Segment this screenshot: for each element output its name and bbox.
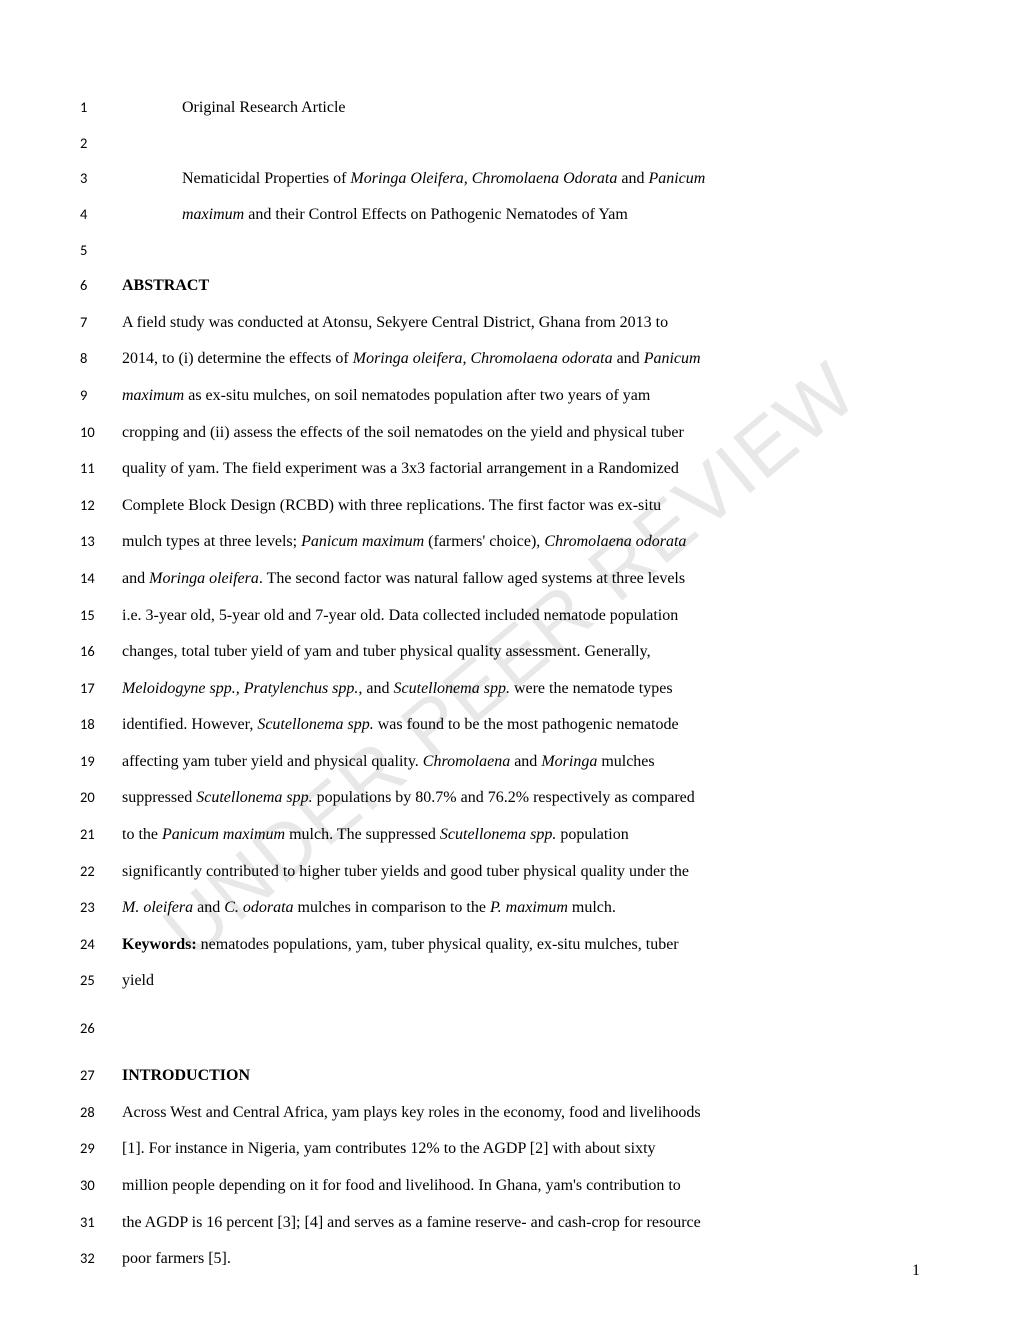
line-number: 10 (80, 421, 122, 444)
line-text: mulch types at three levels; Panicum max… (122, 529, 920, 555)
line-text: and Moringa oleifera. The second factor … (122, 566, 920, 592)
line-text: [1]. For instance in Nigeria, yam contri… (122, 1136, 920, 1162)
text-line: 28Across West and Central Africa, yam pl… (80, 1100, 920, 1126)
text-line: 14and Moringa oleifera. The second facto… (80, 566, 920, 592)
line-text: Meloidogyne spp., Pratylenchus spp., and… (122, 676, 920, 702)
line-number: 29 (80, 1137, 122, 1160)
text-line: 20suppressed Scutellonema spp. populatio… (80, 785, 920, 811)
line-number: 24 (80, 933, 122, 956)
line-text: affecting yam tuber yield and physical q… (122, 749, 920, 775)
line-number: 7 (80, 311, 122, 334)
line-text: maximum and their Control Effects on Pat… (122, 202, 920, 228)
line-text: Complete Block Design (RCBD) with three … (122, 493, 920, 519)
text-line: 5 (80, 239, 920, 262)
text-line: 10cropping and (ii) assess the effects o… (80, 420, 920, 446)
line-number: 30 (80, 1174, 122, 1197)
line-text: 2014, to (i) determine the effects of Mo… (122, 346, 920, 372)
text-line: 3Nematicidal Properties of Moringa Oleif… (80, 166, 920, 192)
text-line: 31the AGDP is 16 percent [3]; [4] and se… (80, 1210, 920, 1236)
line-number: 32 (80, 1247, 122, 1270)
text-line: 29[1]. For instance in Nigeria, yam cont… (80, 1136, 920, 1162)
line-text: yield (122, 968, 920, 994)
text-line: 7A field study was conducted at Atonsu, … (80, 310, 920, 336)
line-number: 5 (80, 239, 122, 262)
line-number: 16 (80, 640, 122, 663)
text-line: 2 (80, 132, 920, 155)
line-number: 25 (80, 969, 122, 992)
line-number: 18 (80, 713, 122, 736)
text-line: 25yield (80, 968, 920, 994)
line-number: 21 (80, 823, 122, 846)
text-line: 16changes, total tuber yield of yam and … (80, 639, 920, 665)
line-text: M. oleifera and C. odorata mulches in co… (122, 895, 920, 921)
text-line: 6ABSTRACT (80, 273, 920, 299)
text-line: 26 (80, 1017, 920, 1040)
text-line: 23M. oleifera and C. odorata mulches in … (80, 895, 920, 921)
line-text: identified. However, Scutellonema spp. w… (122, 712, 920, 738)
line-number: 8 (80, 347, 122, 370)
line-text: suppressed Scutellonema spp. populations… (122, 785, 920, 811)
line-number: 15 (80, 604, 122, 627)
line-number: 9 (80, 384, 122, 407)
text-line: 1Original Research Article (80, 95, 920, 121)
text-line: 82014, to (i) determine the effects of M… (80, 346, 920, 372)
line-number: 11 (80, 457, 122, 480)
line-text: Nematicidal Properties of Moringa Oleife… (122, 166, 920, 192)
line-number: 13 (80, 530, 122, 553)
text-line: 19affecting yam tuber yield and physical… (80, 749, 920, 775)
line-number: 6 (80, 274, 122, 297)
text-line: 32poor farmers [5]. (80, 1246, 920, 1272)
line-text: i.e. 3-year old, 5-year old and 7-year o… (122, 603, 920, 629)
text-line: 27INTRODUCTION (80, 1063, 920, 1089)
line-text: Across West and Central Africa, yam play… (122, 1100, 920, 1126)
line-text: the AGDP is 16 percent [3]; [4] and serv… (122, 1210, 920, 1236)
line-text: Original Research Article (122, 95, 920, 121)
line-text: quality of yam. The field experiment was… (122, 456, 920, 482)
line-number: 23 (80, 896, 122, 919)
line-number: 27 (80, 1064, 122, 1087)
line-number: 3 (80, 167, 122, 190)
line-number: 12 (80, 494, 122, 517)
text-line: 9maximum as ex-situ mulches, on soil nem… (80, 383, 920, 409)
text-line: 15i.e. 3-year old, 5-year old and 7-year… (80, 603, 920, 629)
text-line: 17Meloidogyne spp., Pratylenchus spp., a… (80, 676, 920, 702)
line-text: ABSTRACT (122, 273, 920, 299)
text-line: 30million people depending on it for foo… (80, 1173, 920, 1199)
line-number: 28 (80, 1101, 122, 1124)
line-text: cropping and (ii) assess the effects of … (122, 420, 920, 446)
line-text: to the Panicum maximum mulch. The suppre… (122, 822, 920, 848)
line-number: 20 (80, 786, 122, 809)
text-line: 11quality of yam. The field experiment w… (80, 456, 920, 482)
line-number: 31 (80, 1211, 122, 1234)
line-text: INTRODUCTION (122, 1063, 920, 1089)
text-line: 21to the Panicum maximum mulch. The supp… (80, 822, 920, 848)
line-number: 4 (80, 203, 122, 226)
line-text: poor farmers [5]. (122, 1246, 920, 1272)
page-content: 1Original Research Article23Nematicidal … (80, 95, 920, 1272)
text-line: 22significantly contributed to higher tu… (80, 859, 920, 885)
lines-container: 1Original Research Article23Nematicidal … (80, 95, 920, 1272)
text-line: 18identified. However, Scutellonema spp.… (80, 712, 920, 738)
text-line: 24Keywords: nematodes populations, yam, … (80, 932, 920, 958)
line-text: A field study was conducted at Atonsu, S… (122, 310, 920, 336)
text-line: 12Complete Block Design (RCBD) with thre… (80, 493, 920, 519)
line-number: 1 (80, 96, 122, 119)
line-text: maximum as ex-situ mulches, on soil nema… (122, 383, 920, 409)
text-line: 13mulch types at three levels; Panicum m… (80, 529, 920, 555)
line-number: 2 (80, 132, 122, 155)
line-number: 19 (80, 750, 122, 773)
line-text: million people depending on it for food … (122, 1173, 920, 1199)
line-number: 22 (80, 860, 122, 883)
line-number: 14 (80, 567, 122, 590)
line-text: changes, total tuber yield of yam and tu… (122, 639, 920, 665)
line-number: 17 (80, 677, 122, 700)
text-line: 4maximum and their Control Effects on Pa… (80, 202, 920, 228)
line-number: 26 (80, 1017, 122, 1040)
line-text: Keywords: nematodes populations, yam, tu… (122, 932, 920, 958)
line-text: significantly contributed to higher tube… (122, 859, 920, 885)
